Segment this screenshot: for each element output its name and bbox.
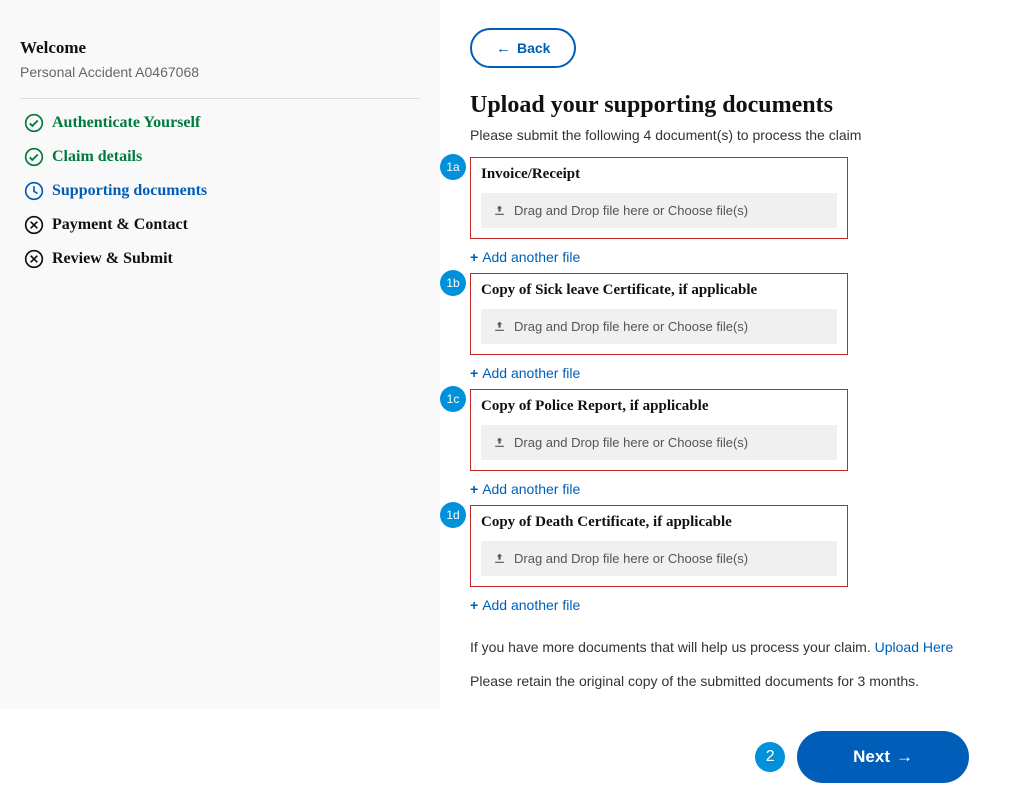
add-another-file-link[interactable]: + Add another file — [470, 365, 580, 381]
doc-title: Copy of Death Certificate, if applicable — [481, 514, 837, 531]
plus-icon: + — [470, 365, 478, 381]
back-label: Back — [517, 40, 550, 56]
upload-here-link[interactable]: Upload Here — [875, 639, 954, 655]
welcome-subtitle: Personal Accident A0467068 — [20, 64, 420, 80]
doc-section-invoice: Invoice/Receipt Drag and Drop file here … — [470, 157, 848, 239]
sidebar: Welcome Personal Accident A0467068 Authe… — [0, 0, 440, 709]
doc-title: Copy of Police Report, if applicable — [481, 398, 837, 415]
annotation-badge-1a: 1a — [440, 154, 466, 180]
plus-icon: + — [470, 249, 478, 265]
nav-label: Authenticate Yourself — [52, 114, 200, 132]
nav-label: Review & Submit — [52, 250, 173, 268]
nav-item-claim-details[interactable]: Claim details — [24, 147, 420, 167]
nav-label: Payment & Contact — [52, 216, 188, 234]
check-circle-icon — [24, 113, 44, 133]
doc-section-police-report: Copy of Police Report, if applicable Dra… — [470, 389, 848, 471]
annotation-badge-1d: 1d — [440, 502, 466, 528]
clock-circle-icon — [24, 181, 44, 201]
sidebar-divider — [20, 98, 420, 99]
doc-title: Copy of Sick leave Certificate, if appli… — [481, 282, 837, 299]
doc-section-sick-leave: Copy of Sick leave Certificate, if appli… — [470, 273, 848, 355]
arrow-left-icon: ← — [496, 41, 511, 56]
add-file-label: Add another file — [482, 597, 580, 613]
main-content: ← Back Upload your supporting documents … — [440, 0, 1009, 709]
nav-item-authenticate[interactable]: Authenticate Yourself — [24, 113, 420, 133]
plus-icon: + — [470, 481, 478, 497]
nav-item-payment-contact[interactable]: Payment & Contact — [24, 215, 420, 235]
upload-icon — [493, 320, 506, 333]
annotation-badge-1b: 1b — [440, 270, 466, 296]
add-another-file-link[interactable]: + Add another file — [470, 597, 580, 613]
more-text-prefix: If you have more documents that will hel… — [470, 639, 875, 655]
more-documents-text: If you have more documents that will hel… — [470, 639, 997, 655]
nav-list: Authenticate Yourself Claim details Supp… — [20, 113, 420, 269]
doc-title: Invoice/Receipt — [481, 166, 837, 183]
nav-item-supporting-documents[interactable]: Supporting documents — [24, 181, 420, 201]
arrow-right-icon: → — [896, 747, 913, 767]
welcome-title: Welcome — [20, 38, 420, 58]
add-file-label: Add another file — [482, 481, 580, 497]
drop-text: Drag and Drop file here or Choose file(s… — [514, 319, 748, 334]
upload-icon — [493, 204, 506, 217]
file-drop-zone[interactable]: Drag and Drop file here or Choose file(s… — [481, 309, 837, 344]
annotation-badge-1c: 1c — [440, 386, 466, 412]
doc-section-death-certificate: Copy of Death Certificate, if applicable… — [470, 505, 848, 587]
x-circle-icon — [24, 249, 44, 269]
plus-icon: + — [470, 597, 478, 613]
back-button[interactable]: ← Back — [470, 28, 576, 68]
next-button[interactable]: Next → — [797, 731, 969, 783]
x-circle-icon — [24, 215, 44, 235]
add-another-file-link[interactable]: + Add another file — [470, 249, 580, 265]
nav-label: Claim details — [52, 148, 142, 166]
page-title: Upload your supporting documents — [470, 92, 997, 119]
drop-text: Drag and Drop file here or Choose file(s… — [514, 435, 748, 450]
upload-icon — [493, 552, 506, 565]
annotation-badge-2: 2 — [755, 742, 785, 772]
page-subtitle: Please submit the following 4 document(s… — [470, 127, 997, 143]
footer: 2 Next → — [0, 709, 1009, 805]
next-label: Next — [853, 747, 890, 767]
check-circle-icon — [24, 147, 44, 167]
upload-icon — [493, 436, 506, 449]
retain-text: Please retain the original copy of the s… — [470, 673, 997, 689]
file-drop-zone[interactable]: Drag and Drop file here or Choose file(s… — [481, 541, 837, 576]
nav-label: Supporting documents — [52, 182, 207, 200]
file-drop-zone[interactable]: Drag and Drop file here or Choose file(s… — [481, 425, 837, 460]
add-another-file-link[interactable]: + Add another file — [470, 481, 580, 497]
drop-text: Drag and Drop file here or Choose file(s… — [514, 551, 748, 566]
add-file-label: Add another file — [482, 249, 580, 265]
file-drop-zone[interactable]: Drag and Drop file here or Choose file(s… — [481, 193, 837, 228]
add-file-label: Add another file — [482, 365, 580, 381]
nav-item-review-submit[interactable]: Review & Submit — [24, 249, 420, 269]
drop-text: Drag and Drop file here or Choose file(s… — [514, 203, 748, 218]
